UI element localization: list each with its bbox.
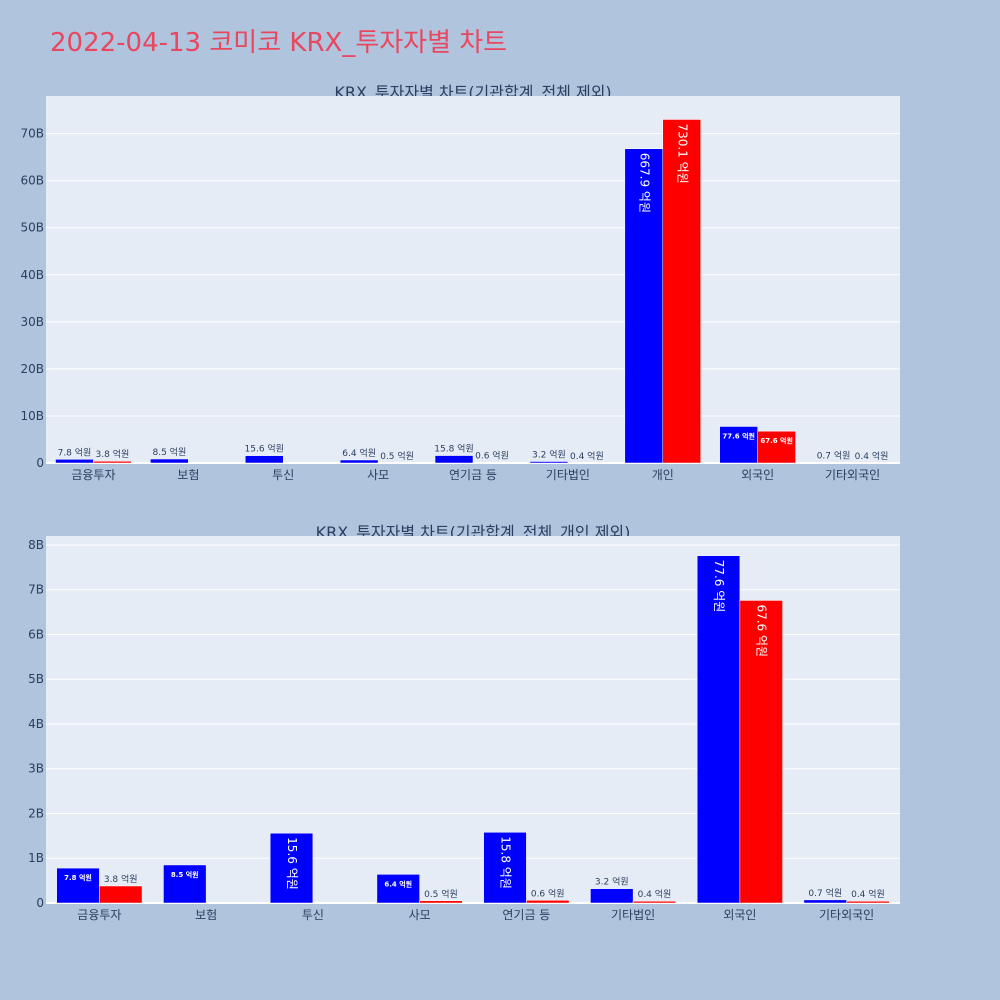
data-label: 6.4 억원 [384, 879, 412, 888]
x-tick-label: 연기금 등 [502, 908, 550, 922]
data-label: 0.5 억원 [424, 888, 458, 900]
bar [803, 899, 847, 904]
data-label: 3.2 억원 [532, 448, 566, 460]
bar [526, 900, 570, 904]
data-label: 0.6 억원 [531, 887, 565, 899]
data-label: 0.7 억원 [808, 887, 842, 899]
bar [624, 148, 664, 464]
bar [269, 832, 314, 904]
bar [99, 885, 143, 904]
x-tick-label: 기타법인 [546, 468, 590, 482]
y-tick-label: 30B [20, 315, 44, 329]
data-label: 67.6 억원 [760, 436, 793, 445]
bar [93, 460, 132, 464]
bar [662, 119, 701, 464]
bar [529, 461, 569, 464]
data-label: 0.6 억원 [475, 450, 509, 462]
bar [419, 900, 463, 904]
y-tick-label: 40B [20, 268, 44, 282]
y-tick-label: 7B [28, 583, 44, 597]
data-label: 0.4 억원 [570, 450, 604, 462]
data-label: 77.6 억원 [712, 560, 726, 613]
bar [163, 864, 207, 904]
bar [434, 455, 474, 464]
bar [757, 430, 796, 464]
data-label: 8.5 억원 [171, 870, 199, 879]
plot-area-1 [46, 96, 900, 463]
data-label: 67.6 억원 [755, 604, 769, 657]
data-label: 667.9 억원 [637, 153, 651, 213]
data-label: 15.6 억원 [245, 443, 284, 455]
y-tick-label: 0 [36, 456, 44, 470]
data-label: 3.2 억원 [595, 876, 629, 888]
bar [739, 600, 783, 904]
y-tick-label: 70B [20, 127, 44, 141]
bar [56, 867, 100, 904]
y-tick-label: 2B [28, 806, 44, 820]
data-label: 15.8 억원 [434, 443, 473, 455]
x-tick-label: 연기금 등 [449, 468, 497, 482]
data-label: 3.8 억원 [104, 873, 138, 885]
data-label: 8.5 억원 [152, 446, 186, 458]
data-label: 0.7 억원 [817, 450, 851, 462]
x-tick-label: 보험 [195, 908, 217, 922]
x-tick-label: 개인 [652, 468, 674, 482]
bar [719, 426, 758, 464]
x-tick-label: 사모 [409, 908, 431, 922]
page-title: 2022-04-13 코미코 KRX_투자자별 차트 [50, 28, 508, 58]
data-label: 7.8 억원 [58, 446, 92, 458]
x-tick-label: 금융투자 [77, 908, 121, 922]
data-label: 77.6 억원 [722, 431, 755, 440]
data-label: 15.8 억원 [499, 836, 513, 889]
data-label: 730.1 억원 [675, 123, 689, 183]
x-tick-label: 기타외국인 [819, 908, 874, 922]
x-tick-label: 기타외국인 [825, 468, 880, 482]
y-tick-label: 5B [28, 672, 44, 686]
bar [483, 832, 527, 904]
data-label: 0.4 억원 [855, 450, 889, 462]
y-tick-label: 10B [20, 409, 44, 423]
bar [846, 900, 890, 904]
x-tick-label: 외국인 [723, 908, 756, 922]
bar [150, 458, 189, 464]
x-tick-label: 사모 [367, 468, 389, 482]
data-label: 0.5 억원 [380, 450, 414, 462]
data-label: 6.4 억원 [342, 447, 376, 459]
data-label: 0.4 억원 [851, 888, 885, 900]
y-tick-label: 4B [28, 717, 44, 731]
data-label: 7.8 억원 [64, 873, 92, 882]
y-tick-label: 8B [28, 538, 44, 552]
y-tick-label: 60B [20, 174, 44, 188]
x-tick-label: 외국인 [741, 468, 774, 482]
y-tick-label: 0 [36, 896, 44, 910]
bar [376, 874, 420, 904]
data-label: 0.4 억원 [638, 888, 672, 900]
bar [590, 888, 634, 904]
bar [339, 459, 379, 464]
bar [632, 900, 677, 904]
y-tick-label: 1B [28, 851, 44, 865]
y-tick-label: 50B [20, 221, 44, 235]
y-tick-label: 3B [28, 762, 44, 776]
x-tick-label: 투신 [272, 468, 294, 482]
data-label: 3.8 억원 [96, 448, 130, 460]
x-tick-label: 기타법인 [611, 908, 655, 922]
y-tick-label: 20B [20, 362, 44, 376]
x-tick-label: 금융투자 [71, 468, 115, 482]
x-tick-label: 보험 [177, 468, 199, 482]
bar [245, 455, 284, 464]
data-label: 15.6 억원 [285, 837, 299, 890]
y-tick-label: 6B [28, 627, 44, 641]
x-tick-label: 투신 [302, 908, 324, 922]
